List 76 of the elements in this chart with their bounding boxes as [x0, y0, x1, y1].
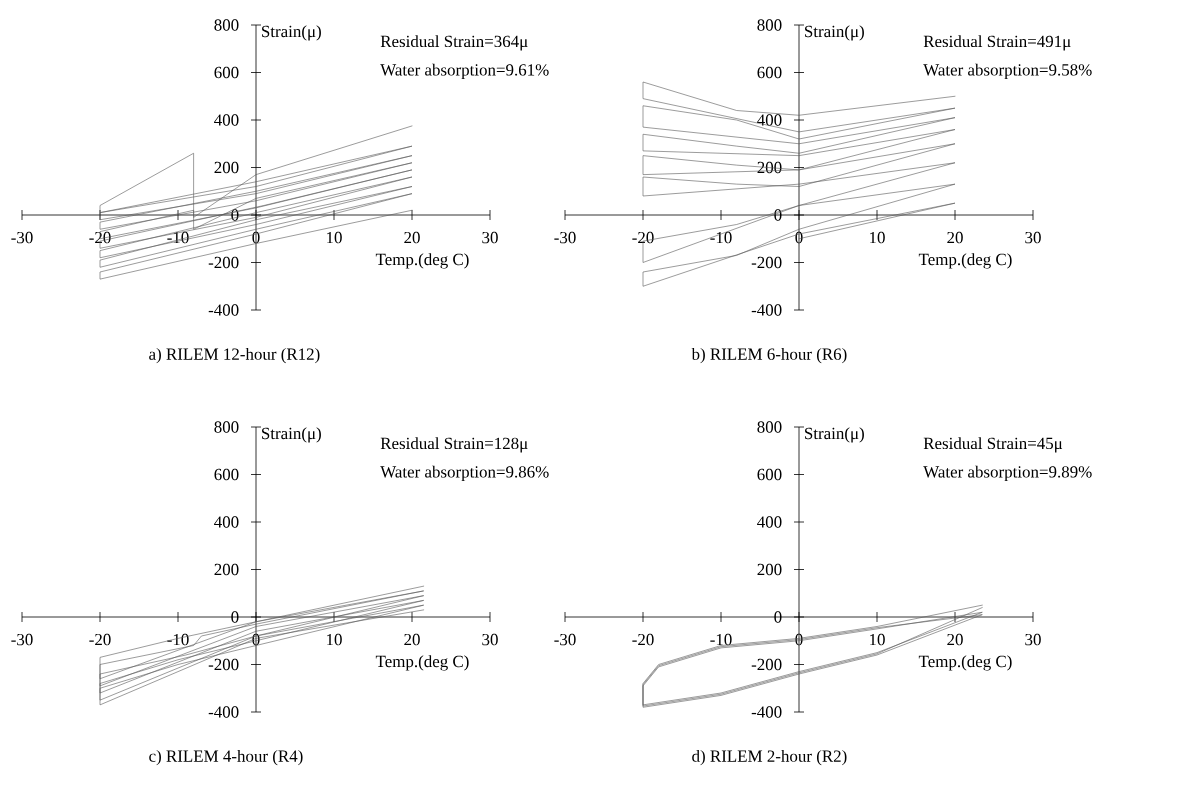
y-tick-label: 400 — [757, 114, 782, 126]
x-tick-label: 10 — [327, 231, 342, 244]
annotation: Residual Strain=45μ — [923, 437, 1063, 453]
annotation: Water absorption=9.86% — [380, 465, 549, 482]
annotation: Water absorption=9.58% — [923, 63, 1092, 80]
x-tick-label: 0 — [252, 633, 260, 646]
x-tick-label: 0 — [252, 231, 260, 244]
x-tick-label: -30 — [554, 633, 576, 646]
y-axis-title: Strain(μ) — [805, 25, 864, 41]
x-tick-label: -10 — [167, 633, 189, 646]
x-axis-title: Temp.(deg C) — [918, 253, 1012, 269]
x-axis-title: Temp.(deg C) — [375, 655, 469, 671]
x-tick-label: 0 — [795, 231, 803, 244]
annotation: Water absorption=9.61% — [380, 63, 549, 80]
y-tick-label: 200 — [214, 161, 239, 174]
x-tick-label: -20 — [632, 231, 654, 244]
x-tick-label: 20 — [947, 633, 963, 646]
y-tick-label: -400 — [208, 706, 239, 718]
x-tick-label: 10 — [870, 633, 885, 646]
x-tick-label: 10 — [327, 633, 342, 646]
annotation: Water absorption=9.89% — [923, 465, 1092, 482]
y-tick-label: -200 — [751, 256, 782, 269]
y-tick-label: 200 — [757, 563, 782, 576]
y-tick-label: 800 — [214, 421, 239, 433]
y-tick-label: -200 — [208, 658, 239, 671]
y-tick-label: -200 — [208, 256, 239, 269]
x-tick-label: 20 — [404, 231, 420, 244]
y-tick-label: 0 — [774, 209, 782, 221]
x-tick-label: 30 — [1025, 231, 1041, 244]
y-tick-label: 200 — [214, 563, 239, 576]
x-tick-label: 0 — [795, 633, 803, 646]
x-axis-title: Temp.(deg C) — [918, 655, 1012, 671]
y-axis-title: Strain(μ) — [262, 427, 321, 443]
y-tick-label: 600 — [214, 468, 239, 481]
x-axis-title: Temp.(deg C) — [375, 253, 469, 269]
text: b) RILEM 6-hour (R6) — [691, 347, 847, 364]
text: d) RILEM 2-hour (R2) — [692, 749, 847, 766]
x-tick-label: 20 — [404, 633, 420, 646]
annotation: Residual Strain=364μ — [380, 35, 528, 51]
y-tick-label: 400 — [214, 516, 239, 528]
y-tick-label: -400 — [751, 304, 782, 316]
y-axis-title: Strain(μ) — [262, 25, 321, 41]
x-tick-label: 30 — [482, 231, 498, 244]
y-tick-label: 600 — [214, 66, 239, 79]
x-tick-label: -20 — [89, 633, 111, 646]
text: c) RILEM 4-hour (R4) — [149, 749, 303, 766]
y-tick-label: -200 — [751, 658, 782, 671]
annotation: Residual Strain=128μ — [380, 437, 528, 453]
x-tick-label: -20 — [89, 231, 111, 244]
y-tick-label: 800 — [214, 19, 239, 31]
x-tick-label: 30 — [482, 633, 498, 646]
y-tick-label: 800 — [757, 19, 782, 31]
x-tick-label: 10 — [870, 231, 885, 244]
y-tick-label: -400 — [751, 706, 782, 718]
x-tick-label: -10 — [167, 231, 189, 244]
x-tick-label: -20 — [632, 633, 654, 646]
y-tick-label: 0 — [231, 611, 239, 623]
y-tick-label: 0 — [774, 611, 782, 623]
y-axis-title: Strain(μ) — [805, 427, 864, 443]
x-tick-label: -30 — [554, 231, 576, 244]
text: a) RILEM 12-hour (R12) — [149, 347, 320, 364]
x-tick-label: -30 — [11, 231, 33, 244]
y-tick-label: 600 — [757, 468, 782, 481]
y-tick-label: 400 — [757, 516, 782, 528]
y-tick-label: 400 — [214, 114, 239, 126]
x-tick-label: -30 — [11, 633, 33, 646]
y-tick-label: 800 — [757, 421, 782, 433]
x-tick-label: -10 — [710, 231, 732, 244]
y-tick-label: 600 — [757, 66, 782, 79]
x-tick-label: -10 — [710, 633, 732, 646]
y-tick-label: 0 — [231, 209, 239, 221]
x-tick-label: 20 — [947, 231, 963, 244]
x-tick-label: 30 — [1025, 633, 1041, 646]
y-tick-label: -400 — [208, 304, 239, 316]
y-tick-label: 200 — [757, 161, 782, 174]
annotation: Residual Strain=491μ — [923, 35, 1071, 51]
